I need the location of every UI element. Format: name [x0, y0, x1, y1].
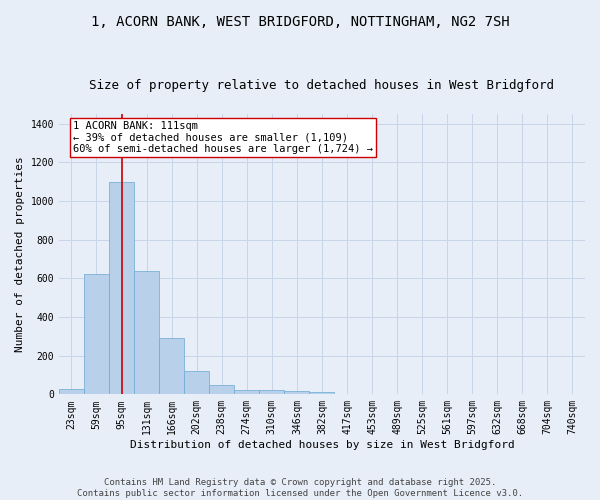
Bar: [59, 389, 84, 394]
Title: Size of property relative to detached houses in West Bridgford: Size of property relative to detached ho…: [89, 79, 554, 92]
Bar: [310, 392, 334, 394]
Bar: [159, 338, 184, 394]
X-axis label: Distribution of detached houses by size in West Bridgford: Distribution of detached houses by size …: [130, 440, 514, 450]
Bar: [109, 182, 134, 394]
Bar: [134, 270, 159, 394]
Text: 1 ACORN BANK: 111sqm
← 39% of detached houses are smaller (1,109)
60% of semi-de: 1 ACORN BANK: 111sqm ← 39% of detached h…: [73, 121, 373, 154]
Bar: [184, 371, 209, 394]
Bar: [234, 390, 259, 394]
Bar: [84, 274, 109, 394]
Bar: [284, 392, 310, 394]
Bar: [209, 384, 234, 394]
Text: Contains HM Land Registry data © Crown copyright and database right 2025.
Contai: Contains HM Land Registry data © Crown c…: [77, 478, 523, 498]
Bar: [259, 390, 284, 394]
Y-axis label: Number of detached properties: Number of detached properties: [15, 156, 25, 352]
Text: 1, ACORN BANK, WEST BRIDGFORD, NOTTINGHAM, NG2 7SH: 1, ACORN BANK, WEST BRIDGFORD, NOTTINGHA…: [91, 15, 509, 29]
